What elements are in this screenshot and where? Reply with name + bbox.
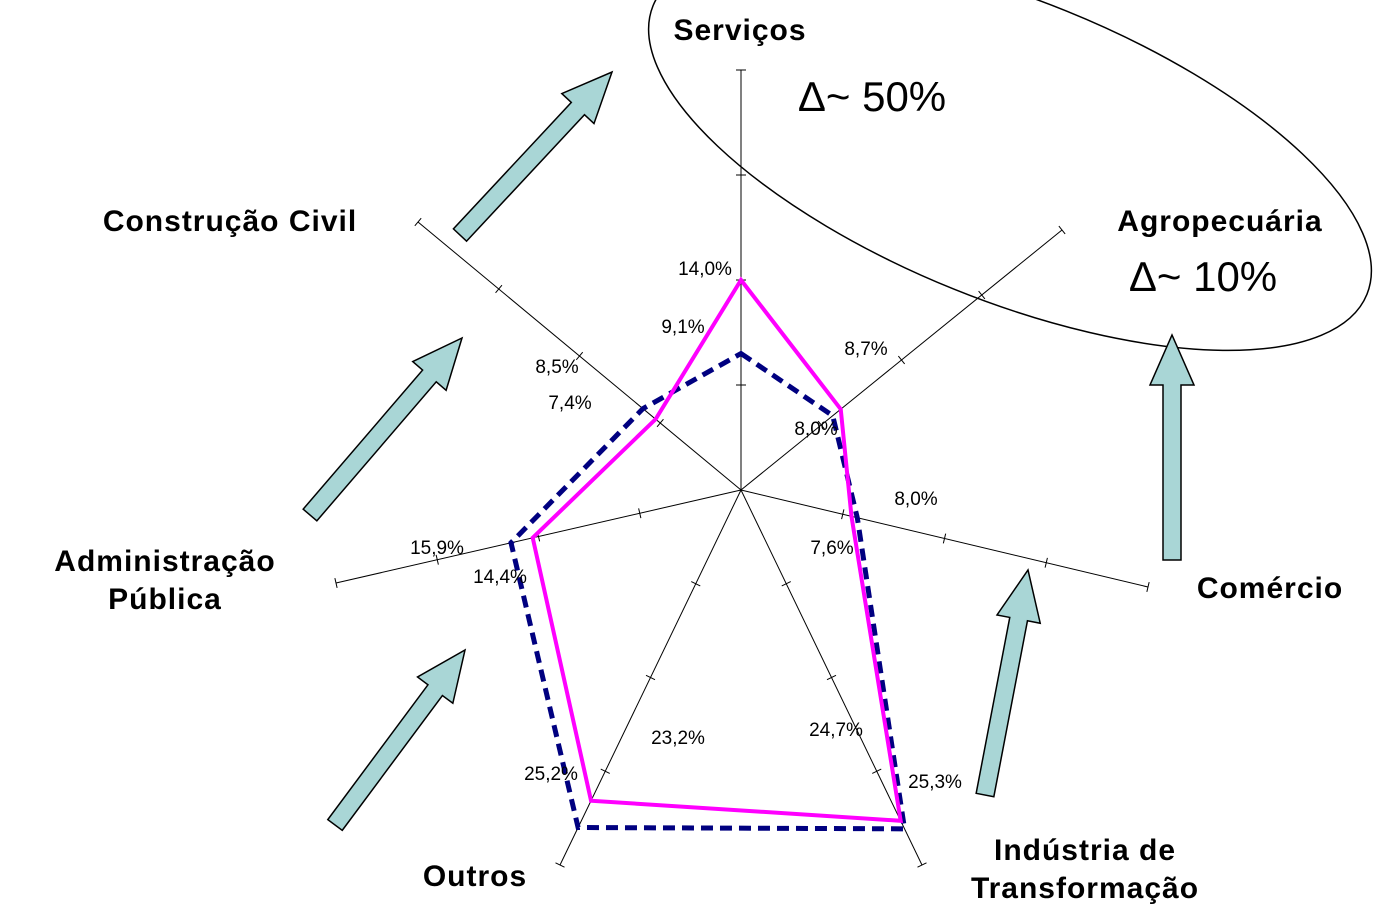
tick-mark [555, 862, 565, 868]
tick-mark [435, 554, 439, 565]
tick-mark [691, 581, 701, 587]
category-label: Outros [422, 860, 528, 893]
value-label: 8,0% [894, 489, 937, 510]
value-label: 24,7% [809, 720, 863, 741]
value-label: 8,7% [844, 339, 887, 360]
arrow [326, 648, 467, 832]
tick-mark [978, 290, 986, 300]
tick-mark [841, 509, 845, 520]
arrow [452, 70, 614, 243]
tick-mark [897, 355, 906, 365]
arrow [1148, 333, 1196, 561]
series-line [530, 276, 904, 823]
tick-mark [600, 768, 610, 774]
category-label: Agropecuária [1117, 205, 1323, 238]
value-label: 14,0% [678, 259, 732, 280]
category-label: Comércio [1196, 572, 1344, 605]
tick-mark [575, 351, 584, 361]
tick-mark [942, 533, 947, 544]
tick-mark [334, 578, 338, 588]
value-label: 7,6% [810, 538, 853, 559]
tick-mark [781, 581, 791, 587]
arrow [975, 568, 1042, 798]
value-label: 9,1% [661, 317, 704, 338]
value-label: 15,9% [410, 538, 464, 559]
annotation: Δ~ 50% [798, 73, 946, 120]
arrows [302, 70, 1196, 832]
tick-mark [495, 284, 503, 294]
annotation: Δ~ 10% [1129, 253, 1277, 300]
highlight-ellipse [647, 0, 1373, 352]
category-label: Serviços [673, 14, 807, 47]
arrow [302, 336, 464, 522]
category-label: Construção Civil [102, 205, 358, 238]
tick-mark [645, 674, 656, 681]
tick-mark [656, 418, 664, 428]
value-label: 8,5% [535, 357, 578, 378]
value-label: 25,2% [524, 764, 578, 785]
tick-mark [817, 420, 825, 430]
tick-mark [414, 217, 422, 227]
tick-mark [917, 862, 927, 868]
category-label: Indústria de Transformação [970, 834, 1200, 905]
value-label: 23,2% [651, 728, 705, 749]
value-label: 8,0% [794, 419, 837, 440]
tick-mark [872, 768, 882, 774]
tick-mark [1058, 225, 1066, 235]
value-label: 14,4% [473, 567, 527, 588]
category-label: Administração Pública [54, 545, 276, 616]
value-label: 25,3% [908, 772, 962, 793]
tick-mark [638, 508, 642, 519]
tick-mark [826, 674, 837, 681]
series-line [508, 350, 908, 832]
tick-mark [1044, 557, 1048, 568]
tick-mark [1146, 582, 1150, 592]
value-label: 7,4% [548, 393, 591, 414]
